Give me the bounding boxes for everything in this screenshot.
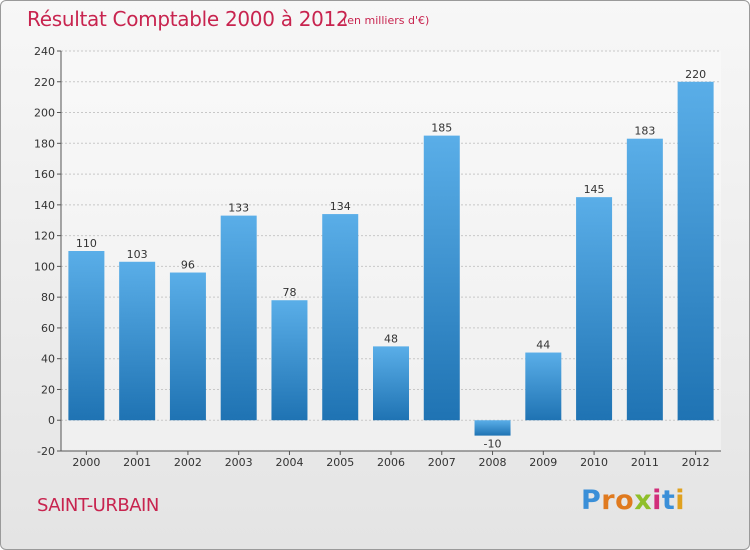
x-tick-label: 2007 <box>428 456 456 469</box>
data-label: 48 <box>384 332 398 345</box>
data-label: 220 <box>685 68 706 81</box>
logo-letter: P <box>581 485 602 516</box>
commune-name: SAINT-URBAIN <box>37 495 159 516</box>
x-tick-label: 2005 <box>326 456 354 469</box>
x-tick-label: 2003 <box>225 456 253 469</box>
y-tick-label: 200 <box>34 107 55 120</box>
x-tick-label: 2004 <box>275 456 303 469</box>
bar-2000 <box>68 251 105 421</box>
chart-title: Résultat Comptable 2000 à 2012 <box>27 7 349 31</box>
logo-letter: x <box>634 485 653 516</box>
y-tick-label: -20 <box>37 445 55 458</box>
bar-2003 <box>220 215 257 421</box>
bar-2001 <box>119 261 156 421</box>
data-label: 110 <box>76 237 97 250</box>
chart-subtitle: (en milliers d'€) <box>343 14 430 27</box>
bar-2006 <box>373 346 409 421</box>
data-label: 103 <box>127 248 148 261</box>
logo-letter: t <box>661 485 676 516</box>
logo-letter: i <box>675 485 686 516</box>
logo-letter: o <box>615 485 635 516</box>
x-tick-label: 2006 <box>377 456 405 469</box>
y-tick-label: 20 <box>41 383 55 396</box>
x-tick-label: 2008 <box>479 456 507 469</box>
x-tick-label: 2010 <box>580 456 608 469</box>
bar-2008 <box>474 420 511 436</box>
y-tick-label: 180 <box>34 137 55 150</box>
data-label: 44 <box>536 339 550 352</box>
data-label: -10 <box>484 438 502 451</box>
x-tick-label: 2012 <box>682 456 710 469</box>
y-tick-label: 220 <box>34 76 55 89</box>
x-tick-label: 2009 <box>529 456 557 469</box>
data-label: 185 <box>431 122 452 135</box>
y-tick-label: 140 <box>34 199 55 212</box>
y-tick-label: 60 <box>41 322 55 335</box>
x-tick-label: 2002 <box>174 456 202 469</box>
bar-2005 <box>322 214 359 421</box>
y-tick-label: 120 <box>34 230 55 243</box>
data-label: 134 <box>330 200 351 213</box>
y-tick-label: 240 <box>34 45 55 58</box>
y-tick-label: 160 <box>34 168 55 181</box>
bar-2007 <box>423 135 460 421</box>
x-tick-label: 2011 <box>631 456 659 469</box>
data-label: 78 <box>282 286 296 299</box>
data-label: 133 <box>228 202 249 215</box>
data-label: 96 <box>181 259 195 272</box>
logo-letter: i <box>652 485 662 516</box>
bar-2011 <box>626 138 663 421</box>
x-tick-label: 2000 <box>72 456 100 469</box>
bar-2002 <box>169 272 206 421</box>
data-label: 183 <box>634 125 655 138</box>
y-tick-label: 0 <box>48 414 55 427</box>
x-tick-label: 2001 <box>123 456 151 469</box>
data-label: 145 <box>584 183 605 196</box>
bar-2004 <box>271 300 308 421</box>
y-tick-label: 40 <box>41 353 55 366</box>
bar-2010 <box>576 197 613 421</box>
y-tick-label: 80 <box>41 291 55 304</box>
bar-2012 <box>677 81 714 421</box>
y-tick-label: 100 <box>34 260 55 273</box>
logo-letter: r <box>601 485 616 516</box>
bar-2009 <box>525 352 562 421</box>
proxiti-logo[interactable]: Proxiti <box>581 485 685 516</box>
